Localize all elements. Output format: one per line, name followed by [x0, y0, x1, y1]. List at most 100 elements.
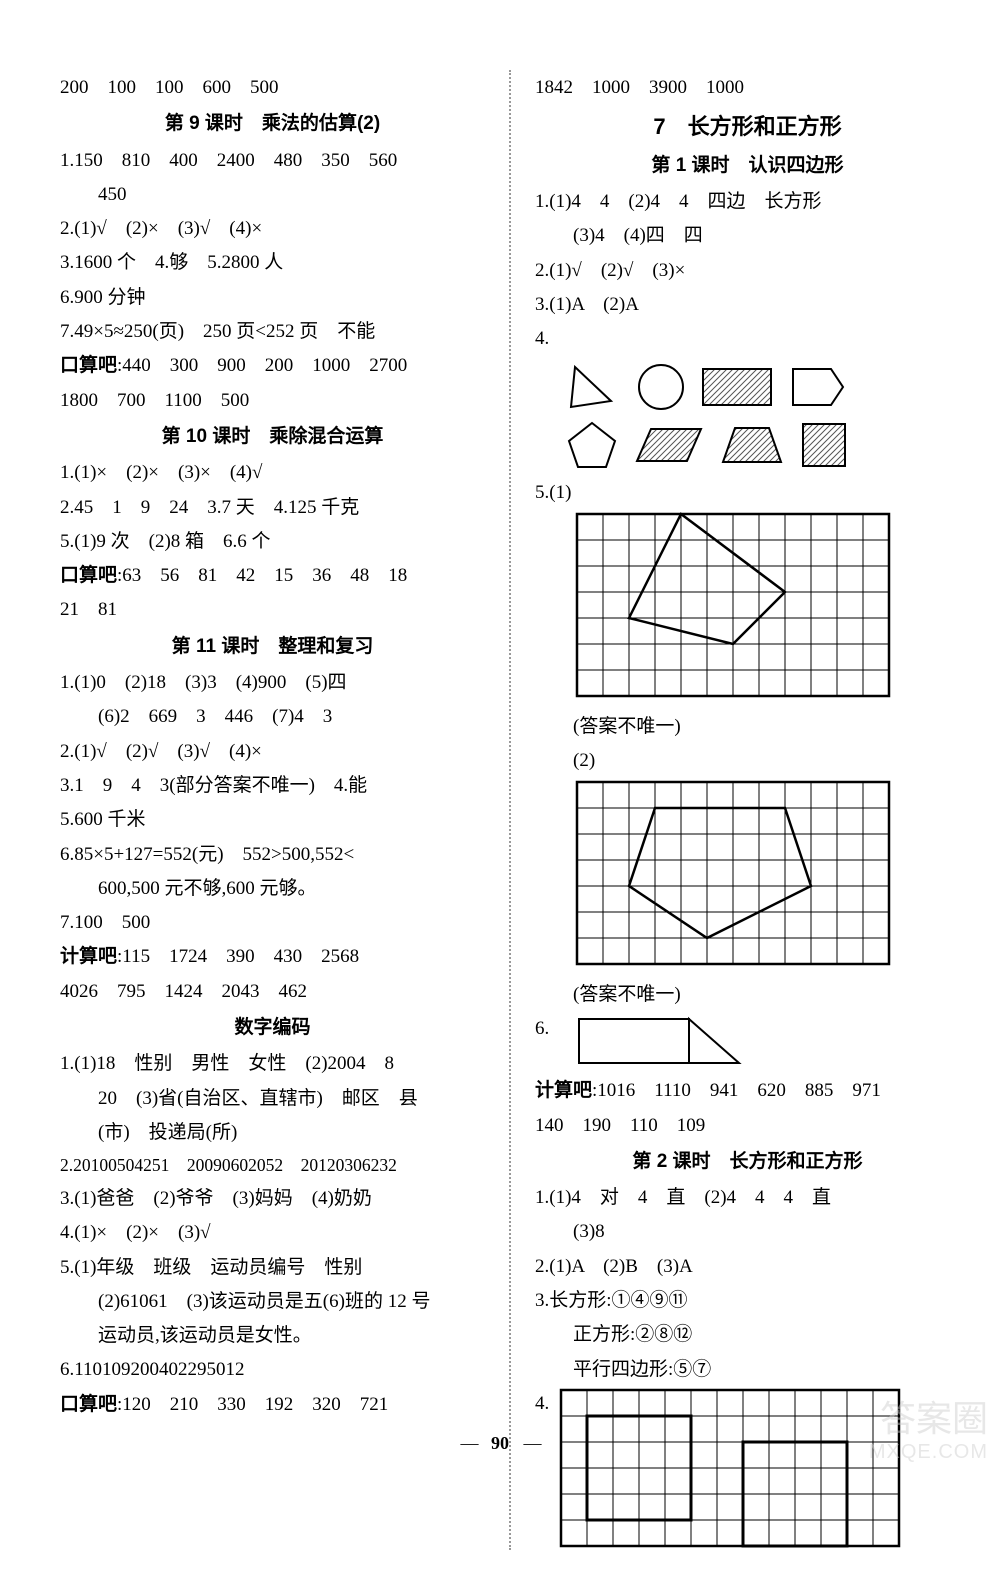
text-line: 1.(1)4 对 4 直 (2)4 4 4 直 [535, 1182, 960, 1214]
hatched-rect-icon [701, 365, 773, 409]
text-line: (6)2 669 3 446 (7)4 3 [60, 701, 485, 733]
heading-lesson-9: 第 9 课时 乘法的估算(2) [60, 108, 485, 140]
hatched-square-icon [799, 420, 849, 470]
dash-icon: — [524, 1433, 540, 1453]
shapes-row-1 [565, 361, 960, 413]
grid-4 [559, 1388, 901, 1548]
text-line: 21 81 [60, 594, 485, 626]
watermark-line-2: MXQE.COM [869, 1440, 988, 1464]
text-line: 正方形:②⑧⑫ [535, 1319, 960, 1351]
label-jisuan: 计算吧 [60, 946, 117, 967]
heading-lesson-10: 第 10 课时 乘除混合运算 [60, 421, 485, 453]
text-line: 5.(1)年级 班级 运动员编号 性别 [60, 1252, 485, 1284]
text-line: 4026 795 1424 2043 462 [60, 976, 485, 1008]
column-divider [509, 70, 511, 1550]
note-line: (答案不唯一) [535, 711, 960, 743]
text-line: 计算吧:115 1724 390 430 2568 [60, 941, 485, 973]
text-line: 计算吧:1016 1110 941 620 885 971 [535, 1075, 960, 1107]
text-line: 1.(1)4 4 (2)4 4 四边 长方形 [535, 186, 960, 218]
text-line: 6.85×5+127=552(元) 552>500,552< [60, 839, 485, 871]
q5-2-label: (2) [535, 745, 960, 777]
grid-5-1-container [575, 512, 960, 709]
text-line: 3.(1)A (2)A [535, 289, 960, 321]
text-line: 口算吧:120 210 330 192 320 721 [60, 1389, 485, 1421]
text-line: 5.(1)9 次 (2)8 箱 6.6 个 [60, 526, 485, 558]
text-line: 140 190 110 109 [535, 1110, 960, 1142]
text-line: 4. [535, 323, 960, 355]
text-line: 5.(1) [535, 477, 960, 509]
text-line: 3.(1)爸爸 (2)爷爷 (3)妈妈 (4)奶奶 [60, 1183, 485, 1215]
label-kousuan: 口算吧 [60, 355, 117, 376]
shapes-row-2 [565, 419, 960, 471]
heading-lesson-11: 第 11 课时 整理和复习 [60, 631, 485, 663]
text-span: :63 56 81 42 15 36 48 18 [117, 565, 407, 586]
heading-lesson-r1: 第 1 课时 认识四边形 [535, 150, 960, 182]
dash-icon: — [461, 1433, 477, 1453]
text-line: 1.150 810 400 2400 480 350 560 [60, 145, 485, 177]
heading-digit-code: 数字编码 [60, 1012, 485, 1044]
watermark: 答案圈 MXQE.COM [869, 1397, 988, 1464]
heading-chapter-7: 7 长方形和正方形 [535, 108, 960, 145]
label-kousuan: 口算吧 [60, 565, 117, 586]
text-line: 运动员,该运动员是女性。 [60, 1320, 485, 1352]
text-line: 3.1 9 4 3(部分答案不唯一) 4.能 [60, 770, 485, 802]
text-span: :440 300 900 200 1000 2700 [117, 355, 407, 376]
text-line: 1800 700 1100 500 [60, 385, 485, 417]
text-line: 20 (3)省(自治区、直辖市) 邮区 县 [60, 1083, 485, 1115]
left-column: 200 100 100 600 500 第 9 课时 乘法的估算(2) 1.15… [60, 70, 505, 1550]
text-line: 1842 1000 3900 1000 [535, 72, 960, 104]
text-line: 1.(1)0 (2)18 (3)3 (4)900 (5)四 [60, 667, 485, 699]
text-line: 5.600 千米 [60, 804, 485, 836]
text-line: (3)8 [535, 1216, 960, 1248]
text-line: 3.1600 个 4.够 5.2800 人 [60, 247, 485, 279]
text-line: 2.(1)√ (2)× (3)√ (4)× [60, 213, 485, 245]
text-line: 4.(1)× (2)× (3)√ [60, 1217, 485, 1249]
text-line: 1.(1)18 性别 男性 女性 (2)2004 8 [60, 1048, 485, 1080]
pentagon-irreg-icon [787, 363, 847, 411]
text-line: (2)61061 (3)该运动员是五(6)班的 12 号 [60, 1286, 485, 1318]
grid-5-1 [575, 512, 891, 698]
text-span: :1016 1110 941 620 885 971 [592, 1080, 881, 1101]
label-jisuan: 计算吧 [535, 1080, 592, 1101]
text-line: 1.(1)× (2)× (3)× (4)√ [60, 457, 485, 489]
circle-icon [635, 361, 687, 413]
pentagon-reg-icon [565, 419, 619, 471]
text-span: :115 1724 390 430 2568 [117, 946, 359, 967]
text-line: 450 [60, 179, 485, 211]
text-line: 2.(1)√ (2)√ (3)√ (4)× [60, 736, 485, 768]
heading-lesson-r2: 第 2 课时 长方形和正方形 [535, 1146, 960, 1178]
text-span: :120 210 330 192 320 721 [117, 1394, 388, 1415]
text-line: (市) 投递局(所) [60, 1117, 485, 1149]
text-line: 2.(1)A (2)B (3)A [535, 1251, 960, 1283]
text-line: (3)4 (4)四 四 [535, 220, 960, 252]
text-line: 平行四边形:⑤⑦ [535, 1354, 960, 1386]
text-line: 6.110109200402295012 [60, 1354, 485, 1386]
triangle-icon [565, 361, 621, 413]
grid-5-2 [575, 780, 891, 966]
page-num-value: 90 [481, 1433, 519, 1454]
q5-1-label: 5.(1) [535, 482, 571, 503]
grid-5-2-container [575, 780, 960, 977]
text-line: 600,500 元不够,600 元够。 [60, 873, 485, 905]
note-line: (答案不唯一) [535, 979, 960, 1011]
q4-label: 4. [535, 1388, 549, 1420]
text-line: 口算吧:440 300 900 200 1000 2700 [60, 350, 485, 382]
label-kousuan: 口算吧 [60, 1394, 117, 1415]
text-line: 2.20100504251 20090602052 20120306232 [60, 1151, 485, 1181]
q6-shape [569, 1013, 749, 1073]
text-line: 3.长方形:①④⑨⑪ [535, 1285, 960, 1317]
hatched-trapezoid-icon [719, 422, 785, 468]
text-line: 6. [535, 1013, 960, 1073]
text-line: 2.(1)√ (2)√ (3)× [535, 255, 960, 287]
text-line: 7.100 500 [60, 907, 485, 939]
right-column: 1842 1000 3900 1000 7 长方形和正方形 第 1 课时 认识四… [515, 70, 960, 1550]
text-line: 7.49×5≈250(页) 250 页<252 页 不能 [60, 316, 485, 348]
q6-label: 6. [535, 1013, 549, 1045]
hatched-parallelogram-icon [633, 423, 705, 467]
page-container: 200 100 100 600 500 第 9 课时 乘法的估算(2) 1.15… [0, 0, 1000, 1580]
watermark-line-1: 答案圈 [869, 1397, 988, 1440]
text-line: 口算吧:63 56 81 42 15 36 48 18 [60, 560, 485, 592]
page-number: — 90 — [0, 1433, 1000, 1454]
text-line: 2.45 1 9 24 3.7 天 4.125 千克 [60, 492, 485, 524]
text-line: 200 100 100 600 500 [60, 72, 485, 104]
